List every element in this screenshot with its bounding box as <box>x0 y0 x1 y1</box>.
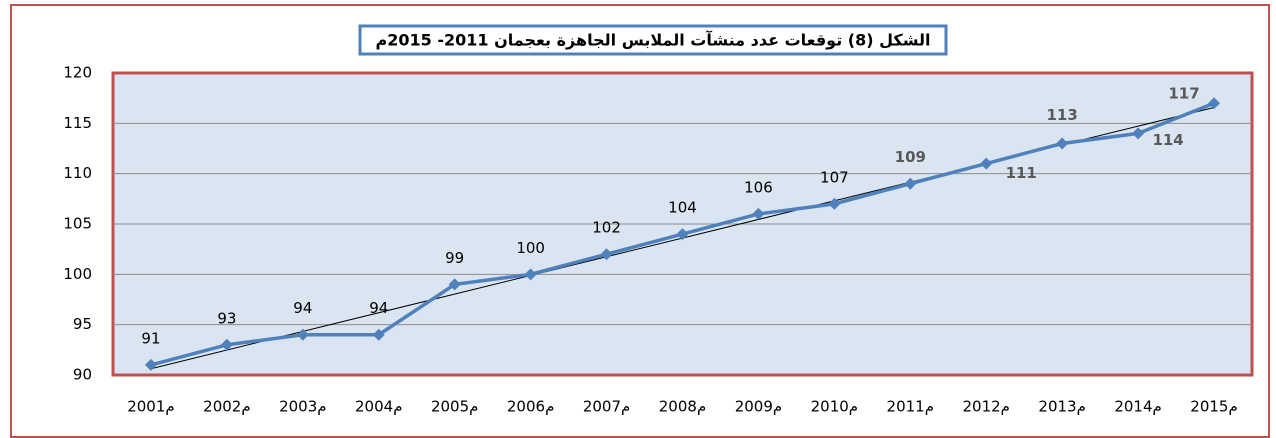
marker <box>220 338 233 351</box>
x-tick-label: 2003م <box>279 398 326 416</box>
marker <box>904 177 917 190</box>
x-tick-label: 2009م <box>735 398 782 416</box>
data-label: 94 <box>369 299 388 317</box>
y-tick-label: 95 <box>73 315 92 333</box>
marker <box>1208 97 1221 110</box>
marker <box>1056 137 1069 150</box>
marker <box>296 328 309 341</box>
data-label: 91 <box>141 329 160 347</box>
y-tick-label: 105 <box>63 215 92 233</box>
data-label: 106 <box>744 178 773 196</box>
data-label: 117 <box>1168 85 1199 103</box>
x-tick-label: 2012م <box>962 398 1009 416</box>
marker <box>752 207 765 220</box>
x-tick-label: 2013م <box>1038 398 1085 416</box>
marker <box>676 228 689 241</box>
data-label: 104 <box>668 199 697 217</box>
x-tick-label: 2010م <box>811 398 858 416</box>
marker <box>448 278 461 291</box>
marker <box>600 248 613 261</box>
x-tick-label: 2002م <box>203 398 250 416</box>
y-tick-label: 90 <box>73 366 92 384</box>
y-tick-label: 120 <box>63 64 92 82</box>
marker <box>524 268 537 281</box>
x-tick-label: 2006م <box>507 398 554 416</box>
data-label: 93 <box>217 309 236 327</box>
data-label: 99 <box>445 249 464 267</box>
data-label: 107 <box>820 168 849 186</box>
chart-title: الشكل (8) توقعات عدد منشآت الملابس الجاه… <box>375 30 930 50</box>
x-tick-label: 2014م <box>1114 398 1161 416</box>
data-label: 114 <box>1152 131 1183 149</box>
marker <box>372 328 385 341</box>
x-tick-label: 2015م <box>1190 398 1237 416</box>
data-label: 111 <box>1006 164 1037 182</box>
x-tick-label: 2007م <box>583 398 630 416</box>
title-box <box>358 24 948 56</box>
x-tick-label: م2004 <box>355 398 402 416</box>
marker <box>144 358 157 371</box>
y-tick-label: 100 <box>63 265 92 283</box>
x-tick-label: م2005 <box>431 398 478 416</box>
data-label: 94 <box>293 299 312 317</box>
x-tick-label: 2008م <box>659 398 706 416</box>
data-label: 102 <box>592 219 621 237</box>
y-tick-label: 115 <box>63 114 92 132</box>
data-label: 100 <box>516 239 545 257</box>
y-tick-label: 110 <box>63 164 92 182</box>
x-tick-label: 2011م <box>887 398 934 416</box>
x-tick-label: 2001م <box>127 398 174 416</box>
marker <box>980 157 993 170</box>
data-label: 109 <box>895 148 926 166</box>
marker <box>828 197 841 210</box>
marker <box>1132 127 1145 140</box>
data-label: 113 <box>1047 106 1078 124</box>
